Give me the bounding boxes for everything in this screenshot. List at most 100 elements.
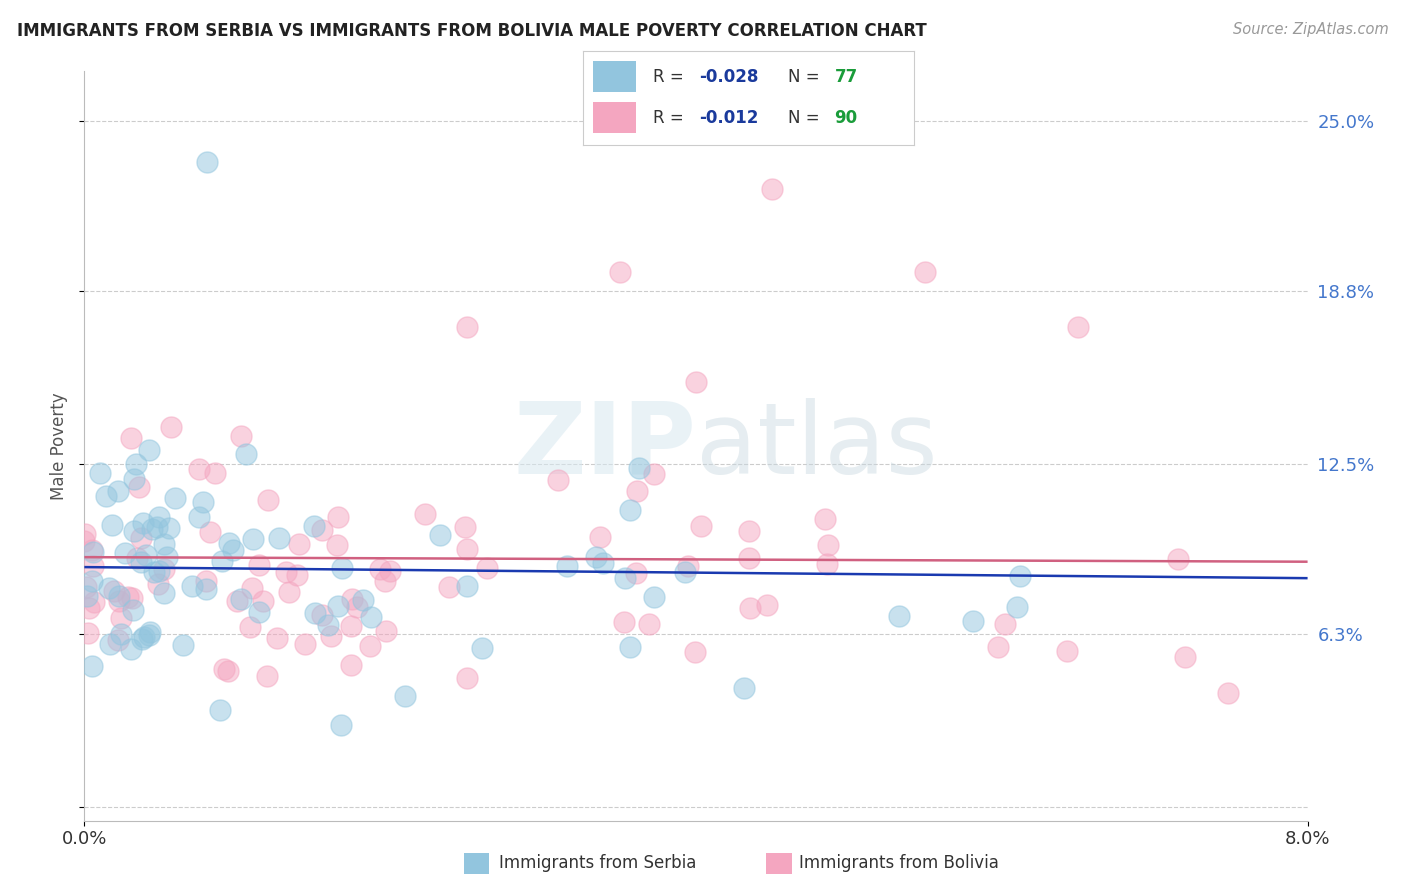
Point	[278, 584, 301, 599]
Point	[135, 549, 157, 563]
Point	[330, 561, 353, 575]
Point	[77, 601, 100, 615]
Point	[235, 447, 257, 461]
Point	[609, 265, 631, 279]
Point	[247, 558, 270, 572]
Point	[413, 508, 436, 522]
Point	[153, 562, 176, 576]
Text: N =: N =	[789, 68, 825, 86]
Point	[547, 474, 569, 488]
Point	[204, 466, 226, 480]
Point	[212, 662, 235, 676]
Point	[269, 531, 291, 545]
Point	[198, 524, 221, 539]
Point	[316, 617, 339, 632]
Point	[131, 555, 153, 569]
Point	[82, 659, 104, 673]
Point	[108, 593, 131, 607]
Point	[340, 592, 363, 607]
Point	[195, 155, 218, 169]
Point	[107, 632, 129, 647]
Point	[738, 551, 761, 566]
Point	[1067, 319, 1090, 334]
Point	[437, 581, 460, 595]
Text: Immigrants from Serbia: Immigrants from Serbia	[499, 855, 696, 872]
Text: 90: 90	[835, 110, 858, 128]
Point	[76, 590, 98, 604]
Point	[83, 595, 105, 609]
Point	[456, 579, 478, 593]
Point	[97, 581, 120, 595]
Point	[257, 493, 280, 508]
Point	[239, 620, 262, 634]
Point	[456, 542, 478, 557]
Point	[101, 517, 124, 532]
Point	[987, 640, 1010, 654]
Point	[229, 591, 252, 606]
Text: -0.012: -0.012	[699, 110, 758, 128]
Point	[110, 626, 132, 640]
Point	[394, 690, 416, 704]
Point	[321, 629, 343, 643]
Point	[311, 608, 333, 623]
Point	[131, 632, 153, 646]
Point	[82, 558, 104, 573]
Point	[690, 519, 713, 533]
Point	[98, 637, 121, 651]
Point	[555, 558, 578, 573]
Point	[148, 509, 170, 524]
Point	[374, 574, 396, 589]
Point	[117, 590, 139, 604]
Point	[188, 510, 211, 524]
Point	[80, 543, 103, 558]
Point	[103, 583, 125, 598]
Point	[683, 645, 706, 659]
Point	[217, 664, 239, 678]
Point	[141, 522, 163, 536]
Point	[1216, 686, 1239, 700]
Point	[673, 566, 696, 580]
Point	[110, 611, 132, 625]
Point	[962, 614, 984, 628]
Point	[131, 531, 153, 545]
Point	[160, 420, 183, 434]
Point	[889, 609, 911, 624]
Point	[1167, 552, 1189, 566]
Point	[132, 630, 155, 644]
Point	[276, 565, 298, 579]
Point	[125, 551, 148, 566]
Point	[588, 530, 610, 544]
Point	[613, 615, 636, 629]
Text: N =: N =	[789, 110, 825, 128]
Point	[311, 523, 333, 537]
Point	[125, 458, 148, 472]
Point	[148, 577, 170, 591]
Point	[128, 480, 150, 494]
Point	[266, 631, 288, 645]
Point	[191, 495, 214, 509]
Point	[77, 625, 100, 640]
Point	[209, 703, 232, 717]
Point	[82, 545, 104, 559]
Point	[287, 537, 309, 551]
Text: R =: R =	[652, 110, 689, 128]
Point	[685, 375, 707, 389]
Point	[326, 538, 349, 552]
Point	[360, 610, 382, 624]
Point	[619, 503, 641, 517]
Point	[346, 599, 368, 614]
Point	[1056, 644, 1078, 658]
Point	[75, 527, 97, 541]
Point	[247, 605, 270, 619]
Point	[815, 558, 838, 572]
Point	[814, 512, 837, 526]
Point	[368, 562, 391, 576]
Point	[755, 599, 778, 613]
Point	[326, 599, 349, 613]
Point	[628, 461, 651, 475]
Text: -0.028: -0.028	[699, 68, 758, 86]
Point	[120, 432, 142, 446]
Point	[454, 519, 477, 533]
Point	[242, 533, 264, 547]
FancyBboxPatch shape	[593, 103, 637, 133]
